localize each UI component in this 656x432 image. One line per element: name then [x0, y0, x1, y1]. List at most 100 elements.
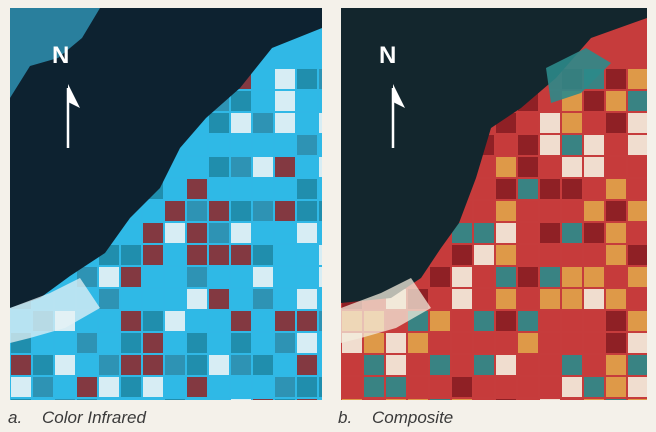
field-parcel — [187, 377, 207, 397]
field-parcel — [364, 333, 384, 353]
north-arrow-head — [393, 84, 405, 108]
field-parcel — [165, 333, 185, 353]
field-parcel — [628, 223, 647, 243]
field-parcel — [231, 113, 251, 133]
field-parcel — [562, 113, 582, 133]
field-parcel — [628, 355, 647, 375]
field-parcel — [540, 157, 560, 177]
field-parcel — [518, 113, 538, 133]
field-parcel — [121, 355, 141, 375]
field-parcel — [187, 223, 207, 243]
field-parcel — [231, 399, 251, 400]
field-parcel — [584, 377, 604, 397]
field-parcel — [474, 355, 494, 375]
field-parcel — [474, 201, 494, 221]
caption-text: Color Infrared — [42, 408, 146, 427]
field-parcel — [430, 267, 450, 287]
field-parcel — [121, 333, 141, 353]
field-parcel — [99, 355, 119, 375]
field-parcel — [408, 399, 428, 400]
field-parcel — [231, 179, 251, 199]
field-parcel — [275, 355, 295, 375]
field-parcel — [165, 289, 185, 309]
field-parcel — [606, 267, 626, 287]
field-parcel — [628, 113, 647, 133]
field-parcel — [628, 157, 647, 177]
field-parcel — [562, 355, 582, 375]
field-parcel — [209, 201, 229, 221]
water-body — [10, 8, 322, 308]
field-parcel — [474, 289, 494, 309]
field-parcel — [253, 223, 273, 243]
field-parcel — [430, 289, 450, 309]
field-parcel — [165, 399, 185, 400]
field-parcel — [275, 223, 295, 243]
field-parcel — [33, 355, 53, 375]
field-parcel — [606, 245, 626, 265]
field-parcel — [55, 399, 75, 400]
field-parcel — [297, 245, 317, 265]
coastal-strip — [10, 278, 100, 343]
field-parcel — [540, 135, 560, 155]
field-parcel — [209, 179, 229, 199]
field-parcel — [143, 333, 163, 353]
field-parcel — [496, 355, 516, 375]
field-parcel — [474, 333, 494, 353]
field-parcel — [364, 355, 384, 375]
field-parcel — [562, 289, 582, 309]
field-parcel — [606, 311, 626, 331]
field-parcel — [584, 289, 604, 309]
field-parcel — [319, 113, 322, 133]
coastal-strip — [341, 278, 431, 343]
field-parcel — [187, 135, 207, 155]
field-parcel — [606, 69, 626, 89]
field-parcel — [121, 377, 141, 397]
field-parcel — [606, 157, 626, 177]
field-parcel — [628, 399, 647, 400]
field-parcel — [319, 355, 322, 375]
field-parcel — [430, 311, 450, 331]
field-parcel — [496, 201, 516, 221]
field-parcel — [452, 311, 472, 331]
field-parcel — [452, 267, 472, 287]
field-parcel — [275, 179, 295, 199]
field-parcel — [297, 135, 317, 155]
caption-letter: a. — [8, 408, 23, 427]
field-parcel — [386, 355, 406, 375]
field-parcel — [628, 311, 647, 331]
field-parcel — [99, 311, 119, 331]
field-parcel — [518, 179, 538, 199]
field-parcel — [187, 267, 207, 287]
field-parcel — [187, 157, 207, 177]
field-parcel — [33, 333, 53, 353]
caption-letter: b. — [338, 408, 353, 427]
field-parcel — [628, 201, 647, 221]
field-parcel — [584, 223, 604, 243]
field-parcel — [496, 223, 516, 243]
field-parcel — [606, 289, 626, 309]
field-parcel — [121, 311, 141, 331]
field-parcel — [408, 377, 428, 397]
field-parcel — [275, 157, 295, 177]
field-parcel — [187, 311, 207, 331]
field-parcel — [275, 267, 295, 287]
field-parcel — [606, 113, 626, 133]
field-parcel — [518, 333, 538, 353]
caption-text: Composite — [372, 408, 454, 427]
field-parcel — [11, 399, 31, 400]
field-parcel — [187, 289, 207, 309]
field-parcel — [628, 135, 647, 155]
field-parcel — [99, 377, 119, 397]
field-parcel — [474, 311, 494, 331]
field-parcel — [562, 333, 582, 353]
field-parcel — [628, 91, 647, 111]
field-parcel — [77, 399, 97, 400]
field-parcel — [253, 91, 273, 111]
field-parcel — [231, 377, 251, 397]
field-parcel — [99, 399, 119, 400]
field-parcel — [231, 355, 251, 375]
field-parcel — [562, 377, 582, 397]
field-parcel — [430, 355, 450, 375]
field-parcel — [297, 333, 317, 353]
field-parcel — [496, 135, 516, 155]
